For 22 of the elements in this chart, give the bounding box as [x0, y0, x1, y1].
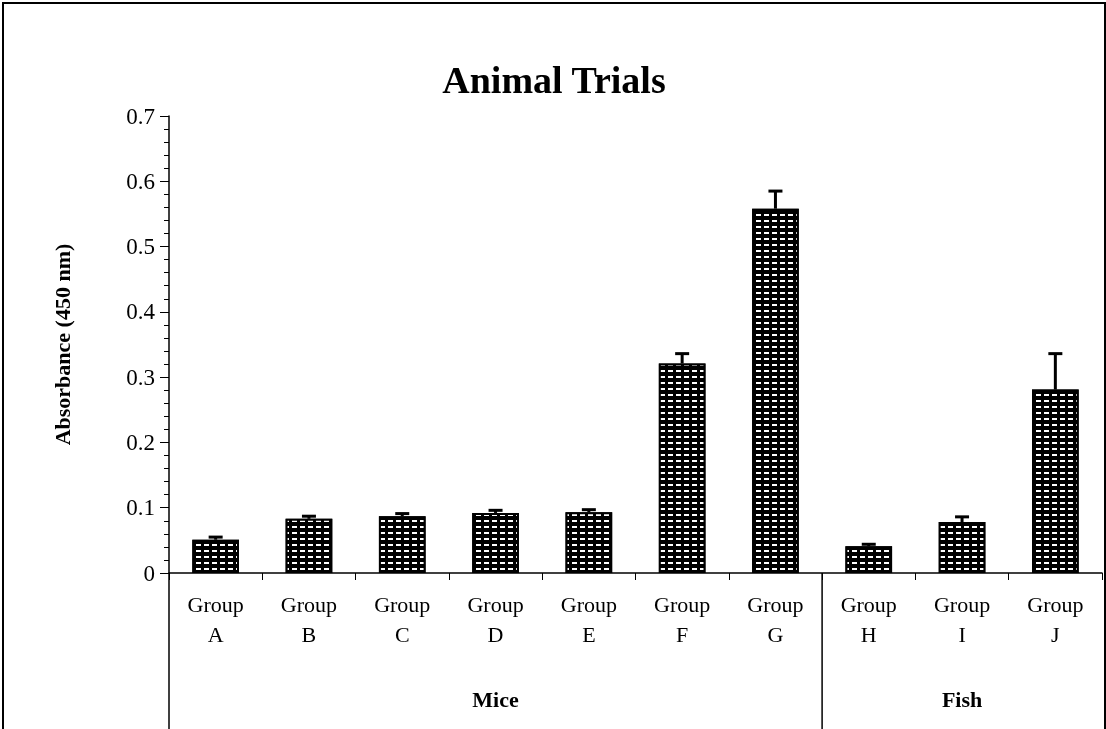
y-tick-label: 0.4	[126, 299, 156, 325]
x-tick-label: Group J	[1027, 591, 1084, 647]
x-tick-label: Group A	[187, 591, 244, 647]
x-tick-label: Group D	[467, 591, 524, 647]
chart-title: Animal Trials	[442, 59, 666, 101]
y-tick-label: 0.6	[126, 168, 155, 194]
y-tick-label: 0.7	[126, 103, 155, 129]
y-tick-label: 0.1	[126, 495, 155, 521]
x-tick-label: Group G	[747, 591, 804, 647]
y-tick-label: 0.3	[126, 364, 155, 390]
y-tick-label: 0.2	[126, 429, 155, 455]
x-tick-label: Group F	[654, 591, 711, 647]
x-tick-label: Group H	[840, 591, 897, 647]
x-tick-label: Group I	[933, 591, 991, 647]
y-tick-label: 0.5	[126, 234, 155, 260]
text: Fish	[941, 686, 983, 712]
x-tick-label: Group E	[560, 591, 617, 647]
x-tick-label: Group B	[280, 591, 338, 647]
x-tick-label: Group C	[374, 591, 431, 647]
text: Mice	[472, 686, 519, 712]
y-tick-label: 0	[143, 560, 155, 586]
y-axis-title: Absorbance (450 nm)	[49, 243, 75, 446]
